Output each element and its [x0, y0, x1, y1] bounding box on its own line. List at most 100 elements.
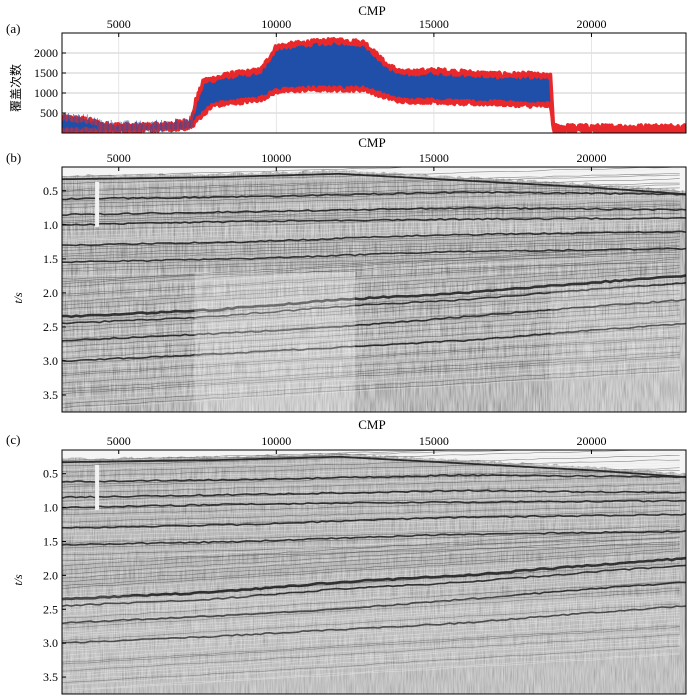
striation: [62, 345, 680, 384]
striation: [62, 590, 680, 629]
striation: [62, 515, 680, 533]
striation: [62, 647, 680, 686]
striation: [62, 473, 680, 492]
x-tick-label: 20000: [576, 17, 606, 31]
striation: [62, 606, 680, 644]
striation: [62, 626, 680, 665]
striation: [62, 580, 680, 619]
striation: [62, 203, 680, 222]
striation: [62, 492, 680, 511]
striation: [62, 548, 680, 587]
striation: [62, 459, 680, 477]
reflector: [62, 499, 686, 509]
striation: [62, 249, 680, 287]
striation: [62, 461, 680, 480]
light-zone: [550, 286, 686, 412]
striation: [62, 455, 680, 473]
panel-c-label: (c): [6, 432, 20, 447]
striation: [62, 475, 680, 494]
y-tick-label: 2.0: [43, 286, 58, 300]
y-tick-label: 1.5: [43, 535, 58, 549]
y-tick-label: 2.5: [43, 602, 58, 616]
light-zone: [194, 272, 356, 412]
reflector: [62, 605, 686, 644]
striation: [62, 293, 680, 332]
seismic-panel-c: (c) CMP t/s 5000 10000 15000 20000 0.5 1.0 1.…: [6, 417, 687, 695]
striation: [62, 450, 545, 463]
striation: [62, 535, 680, 553]
striation: [62, 182, 680, 200]
x-tick-label: 20000: [576, 151, 606, 165]
striation: [62, 252, 680, 291]
striation: [62, 544, 680, 583]
striation: [62, 296, 680, 334]
striation: [62, 317, 680, 356]
x-tick-label: 15000: [419, 434, 449, 448]
striation: [62, 299, 680, 338]
x-tick-label: 5000: [107, 434, 131, 448]
striation: [62, 532, 680, 571]
striation: [62, 351, 680, 390]
striation: [62, 642, 680, 681]
striation: [62, 450, 464, 462]
striation: [62, 450, 652, 467]
striation: [62, 370, 680, 409]
striation: [62, 254, 680, 272]
y-tick-label: 1.5: [43, 252, 58, 266]
striation: [62, 541, 680, 579]
striation: [62, 452, 680, 471]
panel-c-plot: [62, 450, 686, 694]
y-tick-label: 3.5: [43, 670, 58, 684]
striation: [62, 594, 680, 632]
y-tick-label: 1500: [34, 66, 58, 80]
striation: [62, 221, 680, 240]
x-tick-label: 5000: [107, 17, 131, 31]
striation: [62, 557, 680, 595]
panel-a-plot: [62, 36, 686, 133]
panel-b-plot: [62, 167, 686, 412]
reflector: [62, 556, 686, 601]
coverage-max-line: [62, 36, 686, 132]
x-tick-label: 10000: [261, 434, 291, 448]
striation: [62, 290, 680, 328]
seafloor-reflector: [62, 455, 686, 478]
reflector: [62, 274, 686, 319]
striation: [62, 540, 680, 558]
panel-a-label: (a): [6, 21, 20, 36]
striation: [62, 274, 680, 312]
panel-c-y-ticks: 0.5 1.0 1.5 2.0 2.5 3.0 3.5: [43, 467, 66, 684]
striation: [62, 336, 680, 374]
striation: [62, 366, 680, 405]
striation: [62, 603, 680, 642]
y-tick-label: 3.5: [43, 388, 58, 402]
striation: [62, 553, 680, 591]
y-tick-label: 2.0: [43, 568, 58, 582]
striation: [62, 258, 680, 297]
striation: [62, 356, 680, 395]
reflector: [62, 206, 686, 217]
striation: [62, 200, 680, 218]
striation: [62, 625, 680, 663]
striation: [62, 597, 680, 636]
striation: [62, 645, 680, 684]
x-tick-label: 20000: [576, 434, 606, 448]
striation: [62, 371, 680, 410]
striation: [62, 538, 680, 577]
striation: [62, 528, 680, 567]
striation: [62, 634, 680, 672]
reflector: [62, 581, 686, 625]
striation: [62, 618, 680, 656]
reflector: [62, 473, 686, 483]
seismic-panel-b: (b) CMP t/s 5000 10000 15000 20000 0.5 1.0 1.…: [6, 135, 687, 413]
water-column: [62, 450, 686, 474]
panel-b-xlabel: CMP: [358, 135, 385, 150]
x-tick-label: 10000: [261, 151, 291, 165]
striation: [62, 574, 680, 614]
striation: [62, 341, 680, 380]
striation: [62, 536, 680, 575]
striation: [62, 621, 680, 660]
striation: [62, 230, 680, 249]
panel-b-ylabel: t/s: [11, 292, 25, 304]
striation: [62, 349, 680, 387]
striation: [62, 197, 680, 215]
